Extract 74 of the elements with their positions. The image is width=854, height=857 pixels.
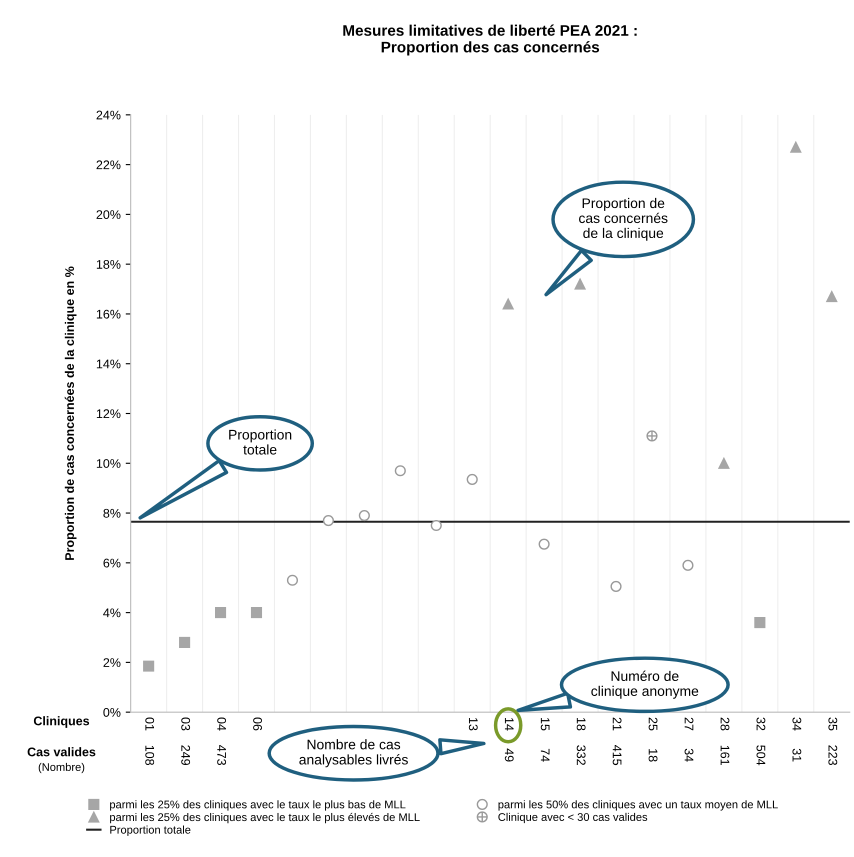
y-tick-label: 16% (96, 310, 120, 319)
x-tick-label: 32 (756, 718, 766, 730)
point (394, 465, 406, 476)
point (574, 278, 586, 290)
legend-label: parmi les 25% des cliniques avec le taux le plus bas de MLL (110, 800, 406, 811)
point (718, 458, 730, 469)
legend-label: Clinique avec < 30 cas valides (498, 812, 648, 824)
annotation: Proportion totale (229, 429, 292, 455)
text: Nombre de cas analysables livrés (299, 739, 408, 768)
text: 249 (181, 745, 190, 766)
text: 108 (145, 746, 154, 766)
point (322, 514, 334, 526)
y-tick-label: 4% (103, 608, 120, 618)
y-tick-label: 22% (96, 160, 120, 170)
text: 49 (504, 748, 514, 762)
text: Cas valides (28, 747, 96, 756)
y-tick-label: 14% (96, 360, 120, 368)
text: 473 (217, 745, 226, 766)
text: Cliniques (34, 716, 90, 728)
point (790, 142, 802, 153)
text: 161 (720, 746, 730, 765)
text: 34 (684, 748, 694, 762)
x-tick-label: 21 (612, 718, 622, 730)
point (179, 636, 190, 648)
x-tick-label: 04 (217, 718, 226, 731)
text: 332 (576, 745, 586, 765)
point (826, 290, 838, 302)
x-tick-label: 28 (720, 718, 730, 730)
x-tick-label: 03 (181, 718, 190, 730)
x-tick-label: 27 (684, 718, 694, 730)
text: 74 (540, 748, 550, 762)
x-tick-label: 35 (828, 718, 838, 730)
point (502, 298, 514, 310)
x-tick-label: 15 (540, 718, 550, 730)
legend-label: Proportion totale (110, 826, 190, 836)
x-tick-label: 14 (504, 718, 514, 731)
y-tick-label: 18% (96, 260, 120, 269)
x-tick-label: 34 (792, 718, 802, 731)
x-tick-label: 18 (576, 718, 586, 730)
point (430, 520, 442, 532)
chart-title: Mesures limitatives de liberté PEA 2021 : Proportion des cas concernés (343, 24, 637, 56)
x-tick-label: 25 (648, 718, 658, 730)
y-tick-label: 12% (96, 409, 120, 418)
point (143, 660, 154, 672)
point (214, 607, 226, 618)
text: 415 (612, 745, 622, 766)
legend-label: parmi les 50% des cliniques avec un taux moyen de MLL (498, 800, 778, 811)
point (358, 510, 370, 522)
point (466, 474, 478, 486)
y-tick-label: 2% (104, 658, 120, 667)
point (538, 538, 550, 550)
text: (Nombre) (38, 762, 84, 774)
y-tick-label: 6% (104, 558, 120, 568)
point (682, 560, 694, 571)
y-tick-label: 10% (96, 459, 120, 468)
y-tick-label: 20% (96, 210, 120, 220)
y-tick-label: 24% (96, 110, 120, 120)
text: 18 (648, 749, 658, 762)
x-tick-label: 06 (253, 718, 262, 730)
annotation: Numéro de clinique anonyme (591, 670, 698, 699)
point (754, 617, 766, 628)
point (286, 574, 298, 586)
annotation: Proportion de cas concernés de la clinique (579, 198, 668, 241)
legend-label: parmi les 25% des cliniques avec le taux le plus élevés de MLL (110, 812, 420, 824)
y-tick-label: 0% (103, 708, 120, 717)
x-tick-label: 01 (145, 718, 154, 730)
point (610, 580, 622, 592)
x-tick-label: 13 (468, 718, 478, 730)
point (250, 607, 262, 618)
y-tick-label: 8% (103, 508, 120, 518)
y-axis-title: Proportion de cas concernées de la clinique en % (64, 266, 76, 560)
text: 504 (756, 745, 766, 766)
text: 31 (792, 748, 802, 762)
text: 223 (828, 745, 838, 766)
